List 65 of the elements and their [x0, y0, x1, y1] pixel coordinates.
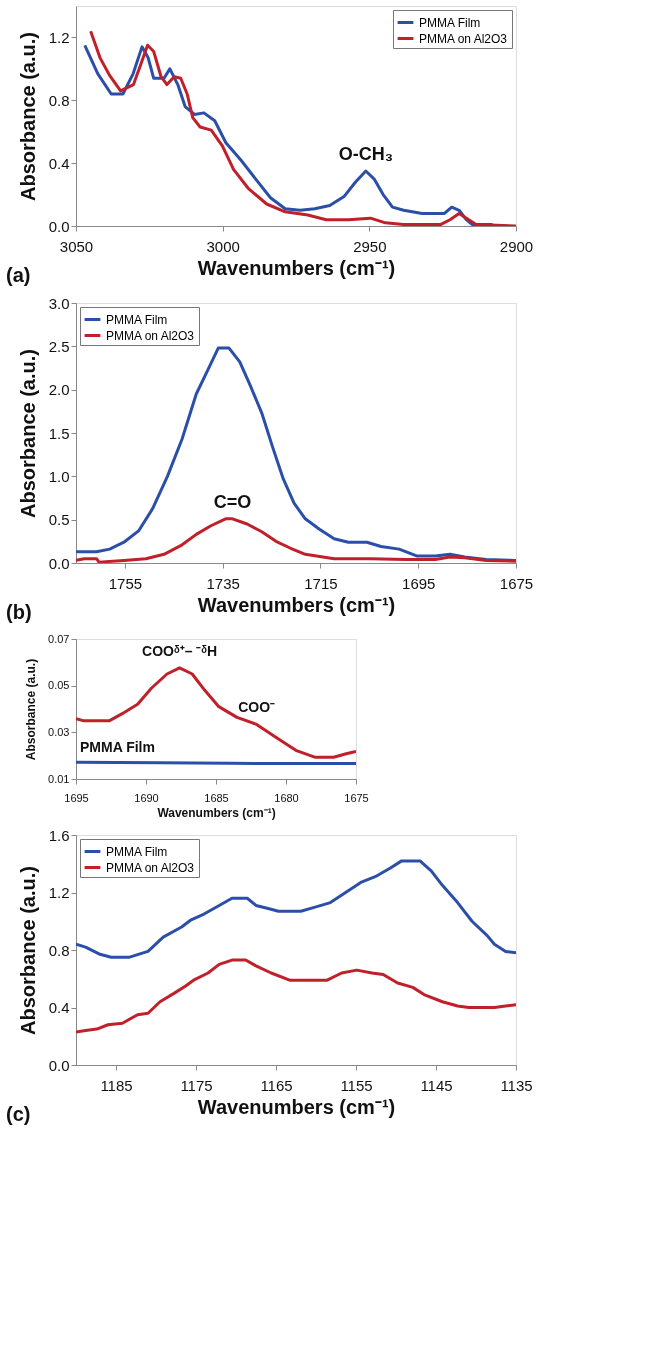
y-tick-label: 3.0 [48, 294, 70, 312]
x-axis-title: Wavenumbers (cm⁻¹) [157, 805, 276, 820]
x-tick-label: 1690 [134, 791, 159, 804]
y-tick-label: 0.0 [48, 1056, 70, 1074]
x-axis-title: Wavenumbers (cm⁻¹) [197, 593, 396, 616]
x-tick-label: 1695 [64, 791, 89, 804]
line-series [76, 666, 356, 759]
text: (c) [6, 1103, 31, 1125]
x-tick-label: 1675 [499, 574, 534, 592]
x-tick-label: 1695 [402, 574, 436, 592]
x-tick-label: 1175 [180, 1076, 213, 1094]
legend-label: PMMA Film [419, 15, 481, 30]
line-series [76, 958, 516, 1034]
y-tick-label: 0.01 [48, 772, 70, 785]
y-tick-label: 0.07 [48, 632, 70, 645]
y-axis-title: Absorbance (a.u.) [16, 32, 39, 201]
x-tick-label: 1155 [340, 1076, 373, 1094]
x-tick-label: 1680 [274, 791, 299, 804]
series-label: PMMA Film [80, 739, 155, 756]
x-axis-title: Wavenumbers (cm⁻¹) [197, 1095, 396, 1118]
x-tick-label: 1735 [206, 574, 240, 592]
annotation: O-CH₃ [338, 144, 393, 164]
legend-label: PMMA on Al2O3 [106, 328, 195, 343]
y-tick-label: 0.05 [48, 679, 70, 692]
y-tick-label: 1.2 [48, 884, 70, 901]
legend-label: PMMA Film [106, 844, 168, 859]
y-tick-label: 1.0 [48, 467, 70, 485]
y-tick-label: 1.6 [48, 826, 70, 844]
y-tick-label: 2.5 [48, 337, 70, 355]
y-tick-label: 0.8 [48, 941, 70, 959]
y-tick-label: 0.03 [48, 725, 70, 738]
annotation: COO⁻ [238, 699, 276, 716]
y-tick-label: 0.5 [48, 511, 70, 529]
x-tick-label: 1715 [304, 574, 338, 592]
y-tick-label: 0.4 [48, 154, 70, 172]
y-tick-label: 2.0 [48, 381, 70, 399]
y-tick-label: 0.0 [48, 217, 70, 235]
y-axis-title: Absorbance (a.u.) [16, 866, 39, 1035]
x-axis-title: Wavenumbers (cm⁻¹) [197, 256, 396, 279]
legend-label: PMMA on Al2O3 [106, 860, 195, 875]
x-tick-label: 1675 [344, 791, 369, 804]
text: (a) [6, 264, 31, 286]
y-tick-label: 1.2 [48, 28, 70, 46]
x-tick-label: 1165 [260, 1076, 293, 1094]
legend-label: PMMA on Al2O3 [419, 31, 508, 46]
legend-label: PMMA Film [106, 312, 168, 327]
x-tick-label: 2900 [499, 237, 534, 255]
y-tick-label: 0.8 [48, 91, 70, 109]
y-tick-label: 0.0 [48, 554, 70, 572]
x-tick-label: 1135 [500, 1076, 533, 1094]
x-tick-label: 1755 [108, 574, 143, 592]
annotation: C=O [213, 491, 252, 512]
y-axis-title: Absorbance (a.u.) [16, 349, 39, 518]
y-axis-title: Absorbance (a.u.) [24, 658, 39, 761]
x-tick-label: 1145 [420, 1076, 453, 1094]
x-tick-label: 3000 [206, 237, 240, 255]
x-tick-label: 2950 [353, 237, 387, 255]
x-tick-label: 1185 [100, 1076, 133, 1094]
line-series [76, 859, 516, 959]
x-tick-label: 1685 [204, 791, 229, 804]
annotation: COOᵟ⁺– ⁻ᵟH [142, 642, 218, 659]
x-tick-label: 3050 [59, 237, 94, 255]
text: (b) [6, 601, 32, 623]
y-tick-label: 1.5 [48, 424, 70, 442]
y-tick-label: 0.4 [48, 999, 70, 1016]
